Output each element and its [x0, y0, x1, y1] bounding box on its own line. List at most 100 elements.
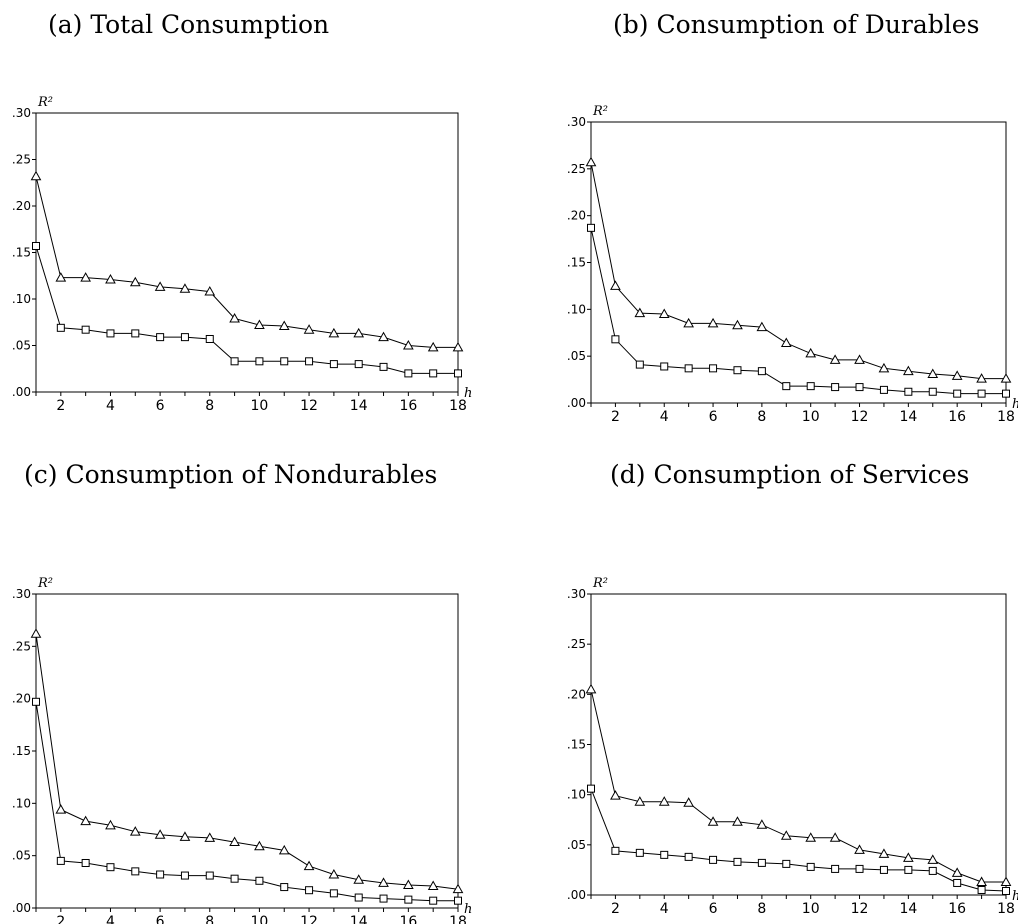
series-line-square [590, 227, 1006, 395]
square-marker [1002, 389, 1010, 398]
chart-panel-b: .00 .05 .10 .15 .20 .25 .30 2 4 6 8 10 12 14 16 18 R² h [567, 104, 1018, 425]
triangle-marker [585, 683, 597, 694]
y-tick-label: .25 [567, 637, 586, 651]
square-marker [305, 886, 314, 895]
y-axis-label: R² [592, 104, 608, 119]
y-tick-label: .05 [12, 339, 31, 353]
triangle-marker [976, 373, 987, 383]
panel-b-title: (b) Consumption of Durables [613, 10, 980, 39]
triangle-marker [1000, 373, 1012, 383]
triangle-marker [402, 879, 414, 889]
square-marker [404, 369, 413, 378]
series-line-triangle [35, 633, 459, 890]
x-tick-label: 14 [350, 398, 368, 414]
square-marker [280, 883, 289, 892]
square-marker [32, 697, 40, 706]
x-tick-label: 16 [948, 409, 966, 425]
square-marker [131, 329, 140, 338]
triangle-marker [229, 313, 240, 323]
triangle-marker [902, 852, 914, 862]
x-tick-label: 10 [250, 914, 268, 924]
y-tick-label: .10 [567, 302, 586, 316]
y-tick-label: .30 [12, 587, 31, 601]
x-tick-label: 14 [350, 914, 368, 924]
y-tick-label: .15 [567, 256, 586, 270]
x-tick-label: 18 [449, 398, 467, 414]
y-tick-label: .25 [567, 162, 586, 176]
square-marker [230, 874, 239, 883]
triangle-marker [353, 327, 365, 338]
triangle-marker [634, 796, 646, 806]
square-marker [611, 846, 620, 855]
square-marker [855, 864, 864, 873]
x-tick-label: 12 [851, 409, 869, 425]
triangle-marker [707, 317, 719, 328]
chart-panel-d: .00 .05 .10 .15 .20 .25 .30 2 4 6 8 10 12 14 16 18 R² h [567, 576, 1018, 917]
square-marker [454, 896, 462, 905]
square-marker [131, 867, 140, 876]
triangle-marker [878, 848, 890, 858]
x-tick-label: 8 [205, 914, 214, 924]
square-marker [56, 323, 65, 332]
triangle-marker [951, 370, 963, 380]
square-marker [305, 357, 314, 366]
triangle-marker [80, 272, 92, 282]
triangle-marker [927, 368, 939, 378]
x-tick-label: 2 [56, 914, 65, 924]
y-tick-label: .10 [567, 788, 586, 802]
square-marker [806, 382, 815, 391]
triangle-marker [854, 354, 865, 364]
square-marker [106, 863, 115, 872]
triangle-marker [154, 281, 166, 291]
x-tick-label: 4 [106, 914, 115, 924]
square-marker [429, 896, 438, 905]
x-tick-label: 6 [156, 914, 165, 924]
triangle-marker [610, 280, 621, 290]
x-tick-label: 4 [660, 409, 669, 425]
triangle-marker [1000, 876, 1012, 886]
square-marker [379, 362, 388, 371]
y-tick-label: .20 [567, 209, 586, 223]
series-line-square [35, 701, 458, 902]
triangle-marker [610, 790, 621, 800]
triangle-marker [658, 796, 670, 806]
triangle-marker [878, 362, 890, 373]
square-marker [757, 858, 766, 867]
x-tick-label: 12 [851, 901, 869, 917]
triangle-marker [303, 860, 315, 871]
y-tick-label: .25 [12, 153, 31, 167]
x-tick-label: 10 [250, 398, 268, 414]
triangle-marker [378, 877, 389, 887]
square-marker [354, 360, 363, 369]
triangle-marker [204, 286, 216, 296]
x-tick-label: 14 [899, 409, 917, 425]
square-marker [635, 848, 644, 857]
square-marker [106, 329, 115, 338]
y-tick-label: .05 [12, 849, 31, 863]
series-line-square [35, 245, 458, 374]
triangle-marker [154, 829, 166, 839]
y-tick-label: .00 [567, 396, 586, 410]
y-tick-label: .20 [12, 692, 31, 706]
y-tick-label: .30 [567, 587, 586, 601]
square-marker [329, 360, 338, 369]
square-marker [454, 369, 462, 378]
x-axis-label: h [464, 386, 472, 401]
square-marker [953, 878, 962, 887]
triangle-marker [756, 819, 768, 829]
x-tick-label: 18 [997, 901, 1015, 917]
triangle-marker [378, 331, 389, 342]
triangle-marker [254, 319, 265, 330]
square-marker [255, 357, 264, 366]
square-marker [733, 366, 742, 375]
triangle-marker [452, 883, 464, 894]
triangle-marker [278, 320, 290, 330]
y-axis-label: R² [37, 95, 53, 110]
x-tick-label: 16 [948, 901, 966, 917]
triangle-marker [427, 880, 439, 891]
triangle-marker [732, 319, 743, 330]
x-tick-label: 12 [300, 398, 318, 414]
triangle-marker [805, 832, 817, 842]
y-axis-label: R² [37, 576, 53, 591]
